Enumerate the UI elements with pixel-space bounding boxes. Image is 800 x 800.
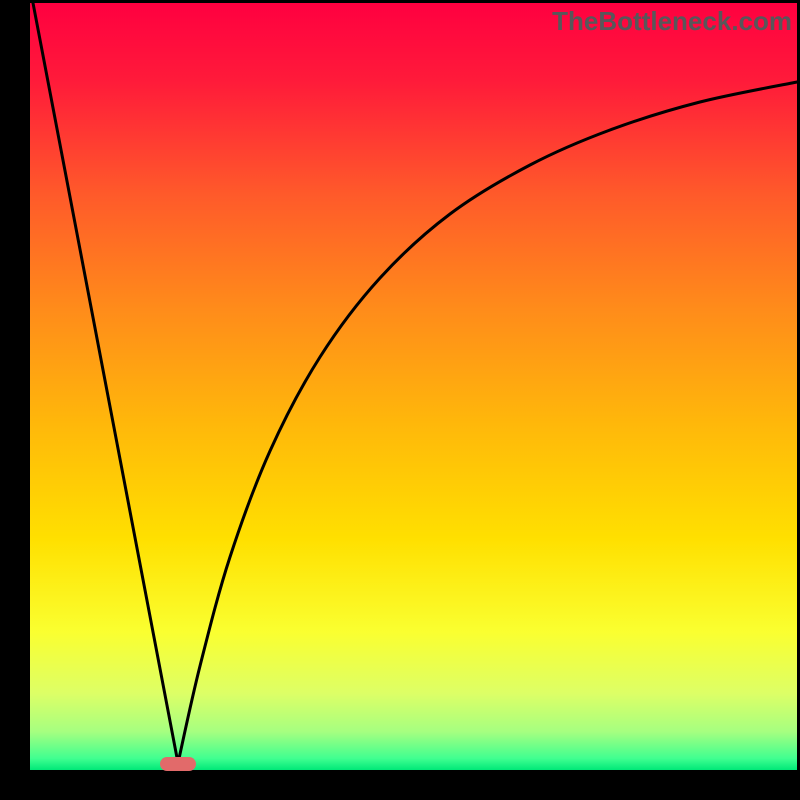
curve-layer	[0, 0, 800, 800]
optimal-marker	[160, 757, 196, 771]
watermark-text: TheBottleneck.com	[552, 6, 792, 37]
bottleneck-curve	[33, 3, 797, 763]
chart-container: TheBottleneck.com	[0, 0, 800, 800]
